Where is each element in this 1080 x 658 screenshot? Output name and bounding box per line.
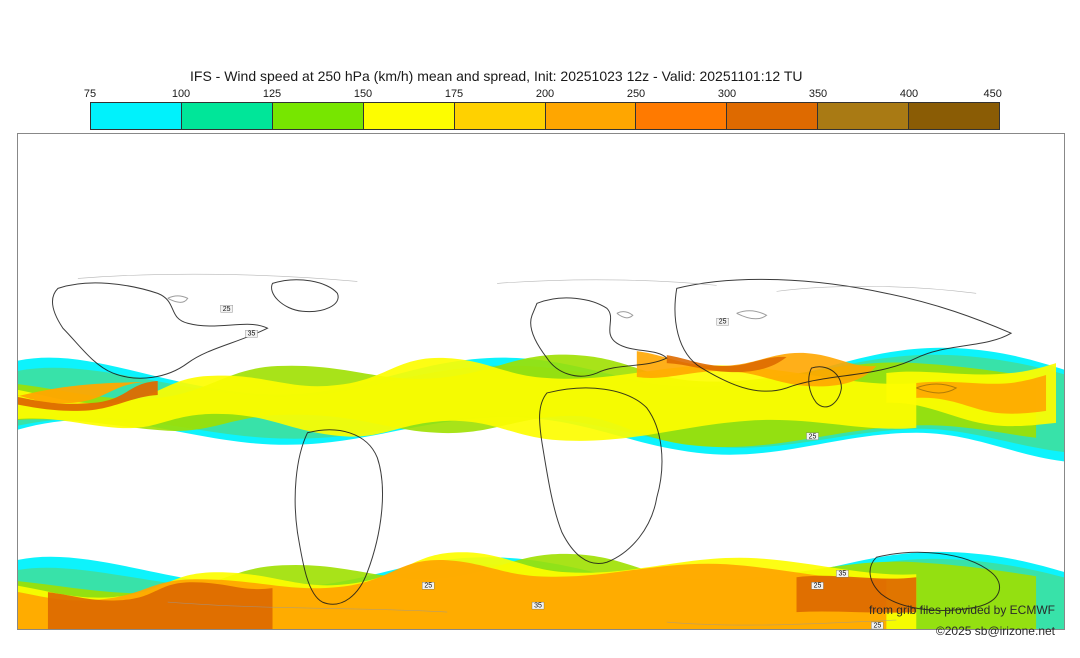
colorbar-band-200-250 — [546, 103, 637, 129]
tick-250: 250 — [627, 88, 645, 100]
svg-text:25: 25 — [223, 306, 231, 313]
colorbar-band-125-150 — [273, 103, 364, 129]
colorbar-band-250-300 — [636, 103, 727, 129]
svg-text:25: 25 — [873, 623, 881, 629]
tick-100: 100 — [172, 88, 190, 100]
svg-text:35: 35 — [534, 603, 542, 610]
tick-450: 450 — [983, 88, 1001, 100]
svg-text:25: 25 — [814, 583, 822, 590]
tick-350: 350 — [809, 88, 827, 100]
tick-75: 75 — [84, 88, 96, 100]
colorbar-band-350-400 — [818, 103, 909, 129]
weather-map-app: IFS - Wind speed at 250 hPa (km/h) mean … — [0, 0, 1080, 658]
colorbar-band-175-200 — [455, 103, 546, 129]
colorbar-band-300-350 — [727, 103, 818, 129]
colorbar-band-100-125 — [182, 103, 273, 129]
colorbar-band-75-100 — [91, 103, 182, 129]
colorbar-band-400-450 — [909, 103, 999, 129]
tick-300: 300 — [718, 88, 736, 100]
footer-credit-line2: ©2025 sb@irizone.net — [936, 624, 1055, 638]
tick-175: 175 — [445, 88, 463, 100]
colorbar-gradient — [90, 102, 1000, 130]
tick-400: 400 — [900, 88, 918, 100]
colorbar-ticks: 75 100 125 150 175 200 250 300 350 400 4… — [90, 88, 1000, 102]
world-map[interactable]: 25 35 25 35 25 35 25 25 — [17, 133, 1065, 630]
tick-125: 125 — [263, 88, 281, 100]
colorbar-band-150-175 — [364, 103, 455, 129]
colorbar-widget: 75 100 125 150 175 200 250 300 350 400 4… — [90, 88, 1000, 130]
tick-200: 200 — [536, 88, 554, 100]
svg-text:25: 25 — [424, 583, 432, 590]
map-svg: 25 35 25 35 25 35 25 25 — [18, 134, 1064, 629]
svg-text:35: 35 — [248, 331, 256, 338]
footer-credit-line1: from grib files provided by ECMWF — [869, 603, 1055, 617]
svg-text:25: 25 — [719, 319, 727, 326]
svg-text:35: 35 — [839, 571, 847, 578]
svg-text:25: 25 — [809, 433, 817, 440]
tick-150: 150 — [354, 88, 372, 100]
chart-title: IFS - Wind speed at 250 hPa (km/h) mean … — [190, 68, 802, 84]
